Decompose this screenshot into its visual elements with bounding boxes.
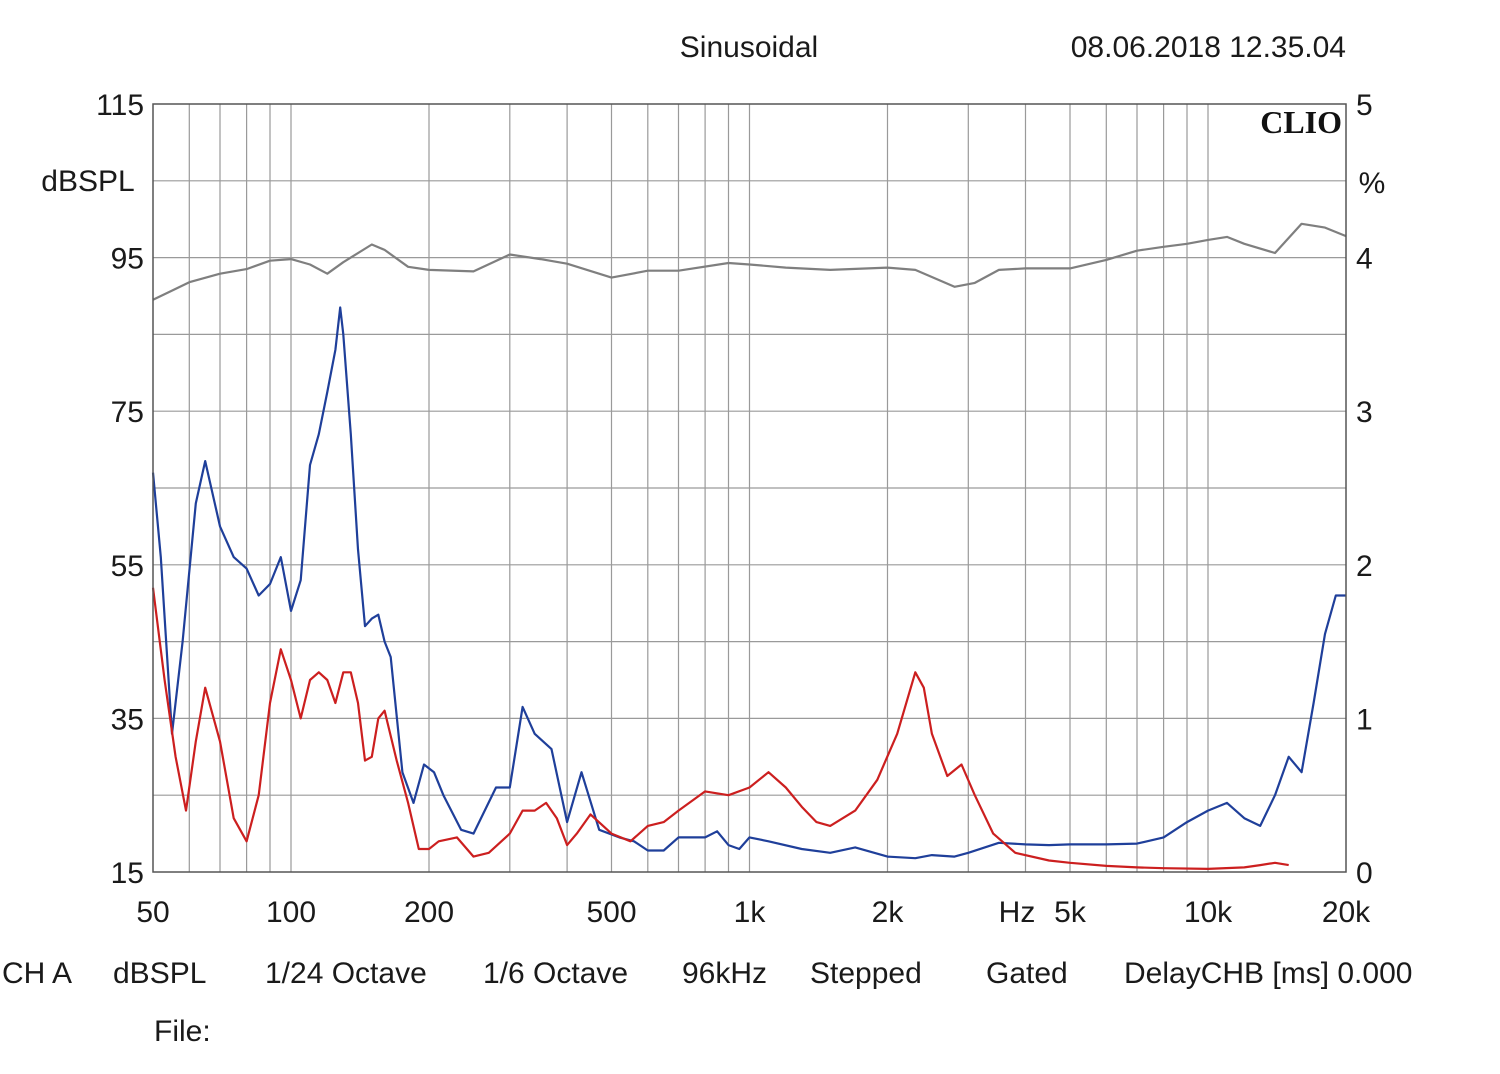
x-tick-label: 20k <box>1322 896 1371 929</box>
x-tick-label: 10k <box>1184 896 1233 929</box>
y2-tick-label: 1 <box>1356 703 1373 736</box>
plot-frame <box>152 103 1347 873</box>
measurement-mode: Sinusoidal <box>680 31 818 64</box>
x-tick-label: 200 <box>404 896 454 929</box>
y-tick-label: 55 <box>111 550 144 583</box>
y-tick-label: 35 <box>111 703 144 736</box>
y-tick-label: 95 <box>111 243 144 276</box>
x-tick-label: 100 <box>266 896 316 929</box>
footer-unit: dBSPL <box>113 957 206 990</box>
footer-sample-rate: 96kHz <box>682 957 767 990</box>
clio-brand-logo: CLIO <box>1260 104 1342 140</box>
footer-sweep: Stepped <box>810 957 922 990</box>
plot-grid <box>153 104 1346 872</box>
footer-delay: DelayCHB [ms] 0.000 <box>1124 957 1412 990</box>
footer-channel: CH A <box>2 957 72 990</box>
y-tick-label: 115 <box>96 89 144 122</box>
y2-tick-label: 3 <box>1356 396 1373 429</box>
x-tick-label: 500 <box>586 896 636 929</box>
footer-file-label: File: <box>154 1015 211 1048</box>
x-axis-unit-label: Hz <box>999 896 1036 929</box>
x-tick-label: 2k <box>872 896 905 929</box>
x-tick-label: 5k <box>1054 896 1087 929</box>
y2-axis-unit-label: % <box>1359 167 1386 200</box>
series-line-1 <box>152 222 1347 301</box>
y2-tick-label: 4 <box>1356 243 1373 276</box>
footer-smoothing-1: 1/24 Octave <box>265 957 427 990</box>
footer-smoothing-2: 1/6 Octave <box>483 957 628 990</box>
series-line-3 <box>151 587 1289 870</box>
y-tick-label: 15 <box>111 857 144 890</box>
y-tick-label: 75 <box>111 396 144 429</box>
measurement-timestamp: 08.06.2018 12.35.04 <box>1071 31 1346 64</box>
x-tick-label: 50 <box>136 896 169 929</box>
x-axis: 50 100 200 500 1k 2k 5k 10k 20k <box>136 896 1371 929</box>
series-layer <box>151 222 1347 870</box>
y-axis-left: 115 95 75 55 35 15 <box>96 89 144 890</box>
series-line-2 <box>151 306 1346 860</box>
y2-tick-label: 5 <box>1356 89 1373 122</box>
y-axis-unit-label: dBSPL <box>41 165 134 198</box>
x-tick-label: 1k <box>734 896 767 929</box>
y-axis-right: 5 4 3 2 1 0 <box>1356 89 1373 890</box>
footer-window: Gated <box>986 957 1068 990</box>
y2-tick-label: 2 <box>1356 550 1373 583</box>
y2-tick-label: 0 <box>1356 857 1373 890</box>
